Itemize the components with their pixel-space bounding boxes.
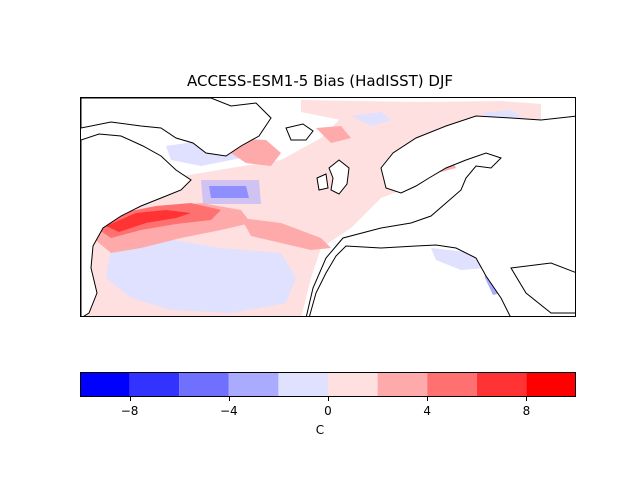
bias-region-strong-red-core — [106, 210, 191, 232]
colorbar-swatch — [228, 372, 279, 397]
land-arabia — [510, 262, 575, 314]
colorbar-tick-mark — [228, 397, 230, 401]
bias-region-light-blue-patch — [201, 180, 261, 204]
bias-region-mid-red-drift — [241, 218, 331, 250]
land-greenland — [81, 98, 272, 157]
colorbar-tick-label: −4 — [219, 404, 238, 418]
bias-region-mid-red-north — [316, 126, 351, 143]
colorbar-tick-mark — [328, 397, 329, 401]
colorbar-swatch — [129, 372, 180, 397]
land-britain — [328, 159, 350, 195]
colorbar-swatch — [427, 372, 477, 397]
colorbar-swatch — [377, 372, 428, 397]
land-layer — [81, 98, 575, 316]
colorbar-tick-label: −8 — [120, 404, 139, 418]
colorbar-tick-label: 8 — [522, 404, 531, 418]
colorbar-swatch — [476, 372, 527, 397]
colorbar — [80, 372, 576, 397]
colorbar-swatch — [526, 372, 576, 397]
land-europe-africa — [305, 115, 575, 316]
colorbar-tick-mark — [129, 397, 131, 401]
colorbar-tick-label: 4 — [423, 404, 432, 418]
colorbar-border — [80, 372, 576, 397]
colorbar-swatches — [80, 372, 576, 397]
colorbar-label: C — [315, 423, 325, 437]
bias-map — [80, 97, 576, 317]
land-ireland — [316, 173, 329, 191]
colorbar-swatch — [278, 372, 328, 397]
colorbar-tick-mark — [526, 397, 528, 401]
colorbar-swatch — [80, 372, 130, 397]
bias-region-light-blue-north — [351, 112, 391, 126]
colorbar-swatch — [328, 372, 378, 397]
page-title: ACCESS-ESM1-5 Bias (HadISST) DJF — [186, 72, 453, 90]
land-north-america — [81, 133, 192, 316]
colorbar-swatch — [179, 372, 229, 397]
colorbar-tick-label: 0 — [324, 404, 332, 418]
land-iceland — [285, 123, 314, 141]
map-canvas — [81, 98, 575, 316]
colorbar-tick-mark — [427, 397, 429, 401]
bias-region-light-blue-central — [106, 238, 296, 313]
